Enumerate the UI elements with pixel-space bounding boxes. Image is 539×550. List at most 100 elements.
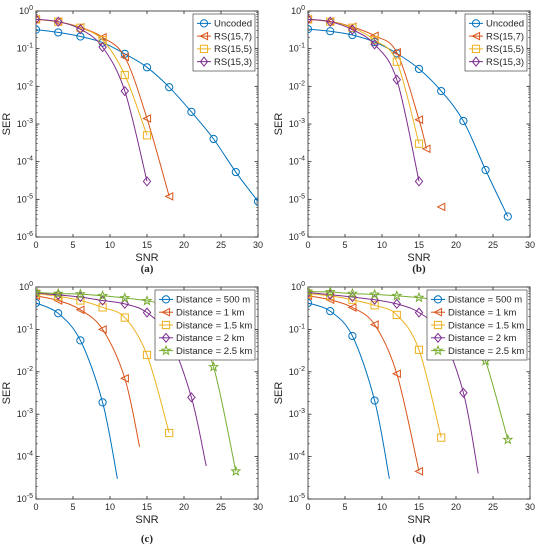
chart-panel-c: 0 5 10 15 20 25 30 100 10-1 10-2 10-3 10-4 10-5 SNR SE… <box>1 281 263 545</box>
x-tick-label: 20 <box>451 502 461 512</box>
data-point <box>437 433 446 442</box>
x-tick-label: 0 <box>305 502 310 512</box>
data-point <box>392 57 401 66</box>
data-point <box>120 313 129 322</box>
legend-label: Distance = 2.5 km <box>448 346 524 357</box>
data-point <box>36 25 41 34</box>
y-axis-label: SER <box>273 382 285 405</box>
x-tick-label: 0 <box>305 240 310 250</box>
series-line-2 <box>308 293 442 438</box>
x-tick-label: 30 <box>253 240 263 250</box>
x-axis-label: SNR <box>407 514 430 526</box>
panel-caption: (a) <box>141 263 154 275</box>
legend-marker <box>199 19 209 28</box>
y-tick-label: 10-1 <box>289 43 305 54</box>
data-point <box>142 176 152 187</box>
x-axis-label: SNR <box>135 252 158 264</box>
x-tick-label: 20 <box>451 240 461 250</box>
legend-marker <box>433 332 443 343</box>
data-point <box>414 176 424 187</box>
y-axis-label: SER <box>1 382 13 405</box>
legend-label: RS(15,3) <box>214 57 252 68</box>
data-point <box>414 139 424 148</box>
data-point <box>142 63 152 72</box>
legend-label: RS(15,3) <box>486 57 524 68</box>
chart-panel-b: 0 5 10 15 20 25 30 100 10-1 10-2 10-3 10-4 10-5 10-6 S… <box>273 5 535 275</box>
data-point <box>392 47 401 57</box>
series-2 <box>308 289 446 442</box>
data-point <box>76 336 85 345</box>
data-point <box>75 305 85 315</box>
x-axis-label: SNR <box>135 514 158 526</box>
data-point <box>36 287 41 299</box>
series-0 <box>36 25 258 206</box>
data-point <box>308 14 313 25</box>
data-point <box>208 361 220 372</box>
legend-marker <box>471 31 481 41</box>
panel-caption: (c) <box>141 533 154 545</box>
data-point <box>370 301 379 310</box>
x-tick-label: 25 <box>488 240 498 250</box>
y-tick-label: 10-5 <box>289 193 305 204</box>
y-tick-label: 10-1 <box>17 323 33 334</box>
data-point <box>421 144 431 154</box>
x-tick-label: 10 <box>105 240 115 250</box>
series-0 <box>308 298 390 479</box>
data-point <box>503 212 512 221</box>
data-point <box>437 86 446 96</box>
data-point <box>459 387 468 398</box>
y-tick-label: 100 <box>19 281 33 292</box>
data-point <box>369 320 379 329</box>
x-tick-label: 25 <box>216 502 226 512</box>
data-point <box>120 298 130 310</box>
legend-marker <box>433 307 443 317</box>
data-point <box>325 16 335 27</box>
chart-panel-a: 0 5 10 15 20 25 30 100 10-1 10-2 10-3 10-4 10-5 10-6 S… <box>1 5 263 275</box>
y-tick-label: 10-3 <box>289 408 305 419</box>
x-tick-label: 5 <box>342 502 347 512</box>
legend-label: Distance = 1 km <box>176 308 244 319</box>
x-tick-label: 30 <box>525 240 535 250</box>
x-axis-label: SNR <box>407 252 430 264</box>
data-point <box>187 107 196 116</box>
legend-marker <box>199 56 209 67</box>
series-line-2 <box>36 293 170 434</box>
legend-label: RS(15,5) <box>486 44 524 55</box>
data-point <box>98 398 107 407</box>
x-tick-label: 15 <box>142 502 152 512</box>
y-tick-label: 100 <box>19 5 33 16</box>
legend-label: Distance = 1 km <box>448 308 516 319</box>
series-3 <box>308 14 424 187</box>
legend-marker <box>471 56 481 67</box>
x-tick-label: 10 <box>377 502 387 512</box>
legend-label: RS(15,5) <box>214 44 252 55</box>
x-tick-label: 5 <box>70 240 75 250</box>
legend-label: Distance = 1.5 km <box>176 320 252 331</box>
y-tick-label: 100 <box>291 5 305 16</box>
series-line-0 <box>308 302 390 479</box>
x-tick-label: 15 <box>414 240 424 250</box>
y-tick-label: 10-4 <box>17 451 33 462</box>
data-point <box>347 303 357 312</box>
y-tick-label: 10-4 <box>289 451 305 462</box>
legend-marker <box>160 344 172 356</box>
x-tick-label: 15 <box>414 502 424 512</box>
series-line-0 <box>36 302 118 479</box>
data-point <box>502 433 514 445</box>
legend-label: Distance = 2.5 km <box>176 346 252 357</box>
data-point <box>459 116 468 126</box>
data-point <box>392 74 402 85</box>
data-point <box>348 24 357 35</box>
data-point <box>348 295 357 304</box>
legend-label: RS(15,7) <box>486 31 524 42</box>
legend-marker <box>161 320 171 330</box>
legend-marker <box>471 19 481 28</box>
data-point <box>370 35 379 45</box>
data-point <box>308 287 314 297</box>
data-point <box>370 39 379 50</box>
data-point <box>369 288 381 300</box>
legend-marker <box>161 307 171 317</box>
chart-panel-d: 0 5 10 15 20 25 30 100 10-1 10-2 10-3 10-4 10-5 SNR SE… <box>273 281 535 545</box>
series-0 <box>36 298 118 479</box>
